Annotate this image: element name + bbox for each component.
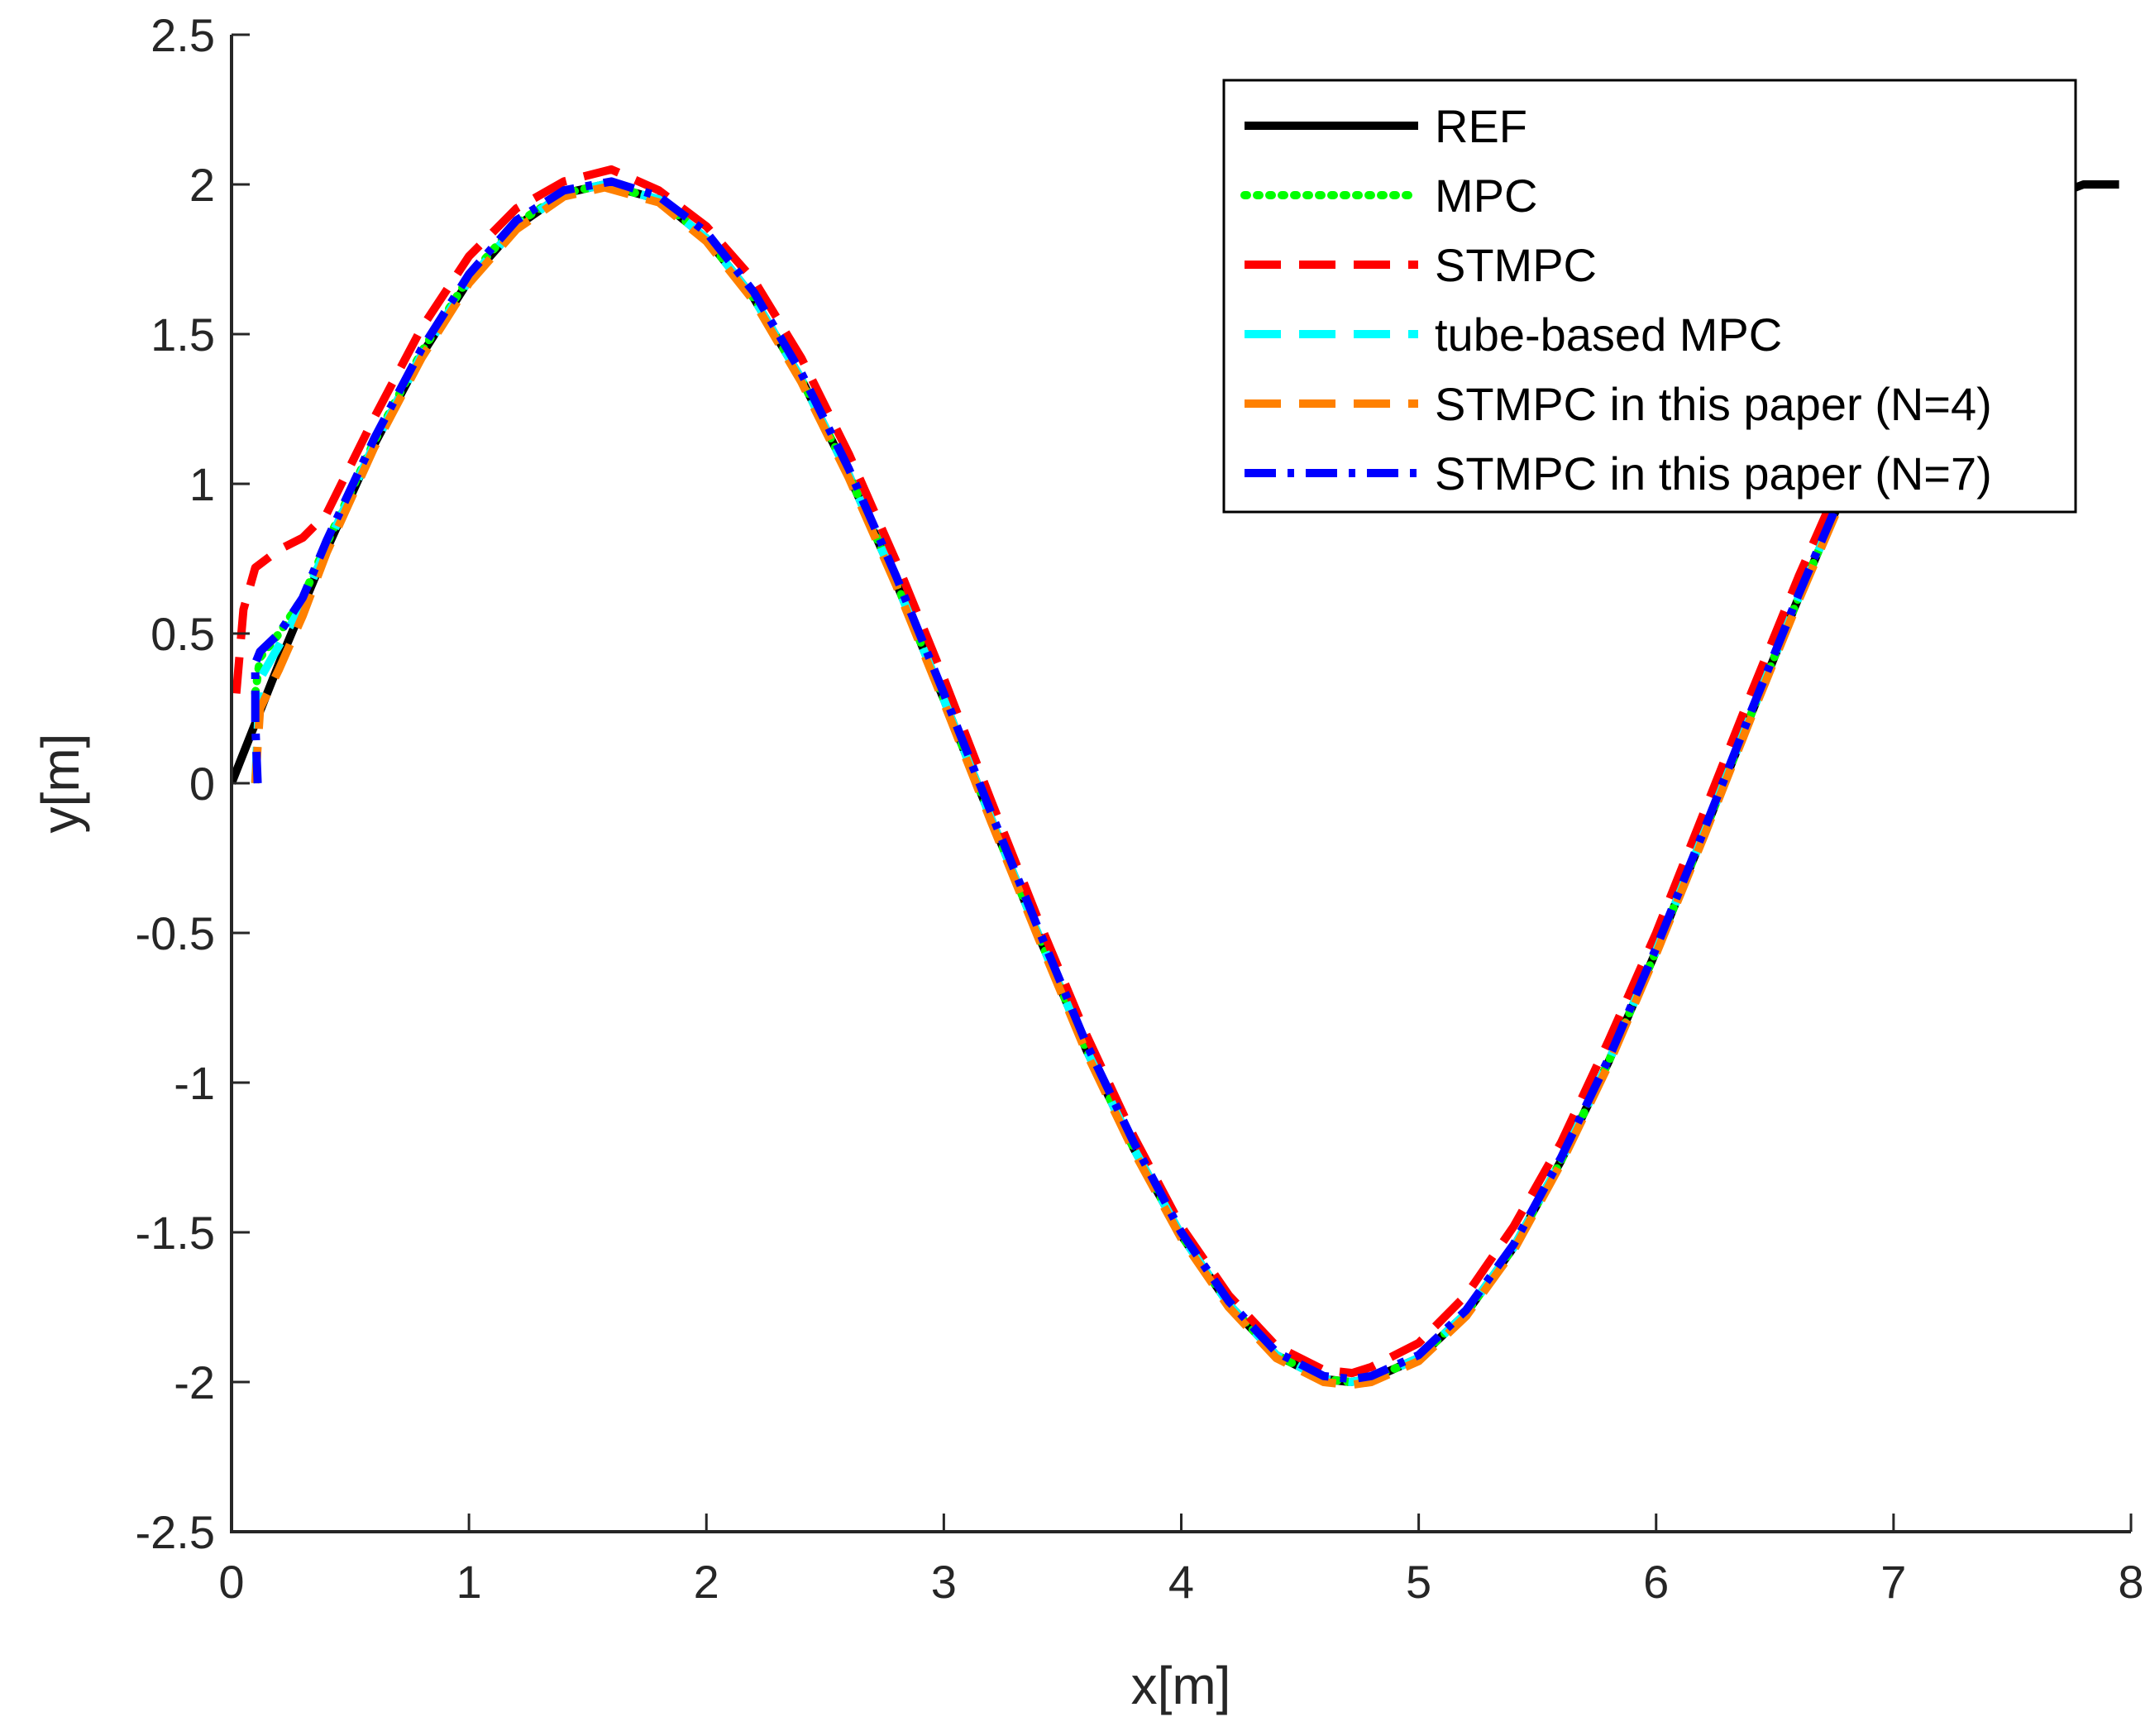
x-tick-label: 6 [1643,1556,1669,1608]
x-axis-label: x[m] [1131,1656,1231,1715]
legend-label-stmpc-in-this-paper-n-4: STMPC in this paper (N=4) [1435,378,1992,430]
legend-label-stmpc: STMPC [1435,239,1597,291]
y-axis-label: y[m] [31,734,90,834]
ticks: 0 1 2 3 4 5 6 7 8 -2.5 -2 -1.5 -1 -0.5 0 0.5 1 1.5 2 2.5 [136,9,2144,1608]
y-tick-label: -1.5 [136,1207,216,1259]
y-tick-label: -0.5 [136,907,216,959]
y-tick-label: -2.5 [136,1506,216,1558]
y-tick-label: 1 [189,458,215,510]
legend-box [1222,79,2077,514]
x-tick-label: 5 [1406,1556,1431,1608]
legend-label-stmpc-in-this-paper-n-7: STMPC in this paper (N=7) [1435,447,1992,500]
x-tick-label: 2 [694,1556,719,1608]
legend-label-mpc: MPC [1435,170,1537,222]
series-line-stmpc-in-this-paper-n-4 [251,183,1945,1389]
x-tick-label: 4 [1168,1556,1194,1608]
legend: REF MPC STMPC tube-based MPC STMPC in this p… [1222,79,2077,514]
y-tick-label: 0.5 [150,608,215,660]
series-line-stmpc [232,165,1945,1378]
legend-entries: REF MPC STMPC tube-based MPC STMPC in this p… [1240,100,1992,500]
y-tick-label: -2 [174,1356,215,1408]
x-tick-label: 1 [456,1556,482,1608]
x-tick-label: 8 [2118,1556,2143,1608]
series-layer [232,165,2119,1389]
y-tick-label: 2 [189,159,215,211]
y-tick-label: 2.5 [150,9,215,61]
legend-label-tube-based-mpc: tube-based MPC [1435,308,1782,361]
x-tick-label: 0 [218,1556,244,1608]
x-tick-label: 3 [931,1556,957,1608]
y-tick-label: 1.5 [150,308,215,361]
series-line-stmpc-in-this-paper-n-7 [251,177,1945,1384]
legend-label-ref: REF [1435,100,1527,152]
x-tick-label: 7 [1880,1556,1906,1608]
y-tick-label: 0 [189,758,215,810]
y-tick-label: -1 [174,1057,215,1109]
